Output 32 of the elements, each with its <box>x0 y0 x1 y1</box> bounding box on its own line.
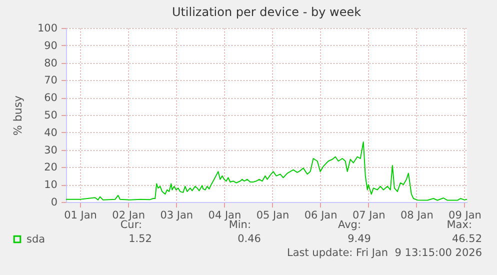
y-tick-label: 90 <box>44 40 58 52</box>
text: 9.49 <box>348 233 371 245</box>
y-tick-label: 50 <box>44 110 58 122</box>
legend-label: sda <box>26 233 46 246</box>
y-tick-label: 0 <box>50 196 58 208</box>
y-tick-label: 80 <box>44 57 58 70</box>
y-tick-label: 10 <box>44 179 58 192</box>
x-tick-label: 02 Jan <box>112 210 146 222</box>
y-axis-title: % busy <box>11 94 24 136</box>
x-tick-label: 08 Jan <box>400 210 434 222</box>
x-tick-label: 03 Jan <box>160 210 194 222</box>
x-tick-label: 05 Jan <box>256 210 290 222</box>
text: 1.52 <box>128 233 152 245</box>
text: Last update: Fri Jan 9 13:15:00 2026 <box>286 247 482 259</box>
text: Max: <box>446 219 472 231</box>
chart-title: Utilization per device - by week <box>172 5 362 19</box>
text: Min: <box>228 219 251 231</box>
y-tick-label: 60 <box>44 92 58 104</box>
x-tick-label: 01 Jan <box>64 210 97 222</box>
x-tick-label: 07 Jan <box>352 210 386 222</box>
x-tick-label: 09 Jan <box>448 210 482 222</box>
text: Avg: <box>338 219 361 231</box>
y-tick-label: 20 <box>44 162 58 174</box>
x-tick-label: 04 Jan <box>208 210 242 222</box>
y-tick-label: 100 <box>37 22 58 34</box>
text: 0.46 <box>238 233 261 245</box>
text: Cur: <box>120 219 142 231</box>
text: 46.52 <box>452 233 482 245</box>
y-tick-label: 30 <box>44 144 58 156</box>
y-tick-label: 40 <box>44 126 58 139</box>
y-tick-label: 70 <box>44 74 58 87</box>
x-tick-label: 06 Jan <box>304 210 338 222</box>
